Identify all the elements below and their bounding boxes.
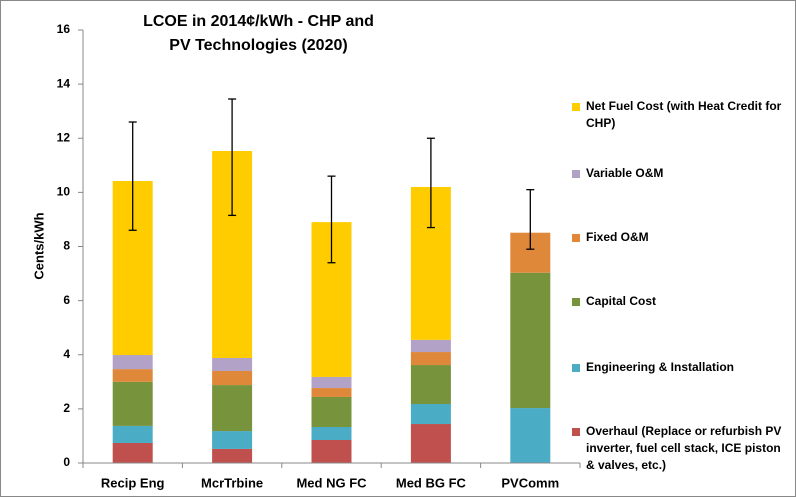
bar-segment (410, 339, 451, 353)
x-tick-label: Recip Eng (101, 475, 165, 490)
y-tick-label: 12 (57, 130, 71, 144)
y-tick-label: 8 (63, 239, 70, 253)
x-tick-label: Med NG FC (296, 475, 367, 490)
legend-label: Net Fuel Cost (with Heat Credit for CHP) (586, 99, 782, 130)
bar-segment (311, 427, 352, 440)
bar-segment (410, 352, 451, 366)
bar-segment (212, 370, 253, 386)
y-tick-label: 0 (63, 455, 70, 469)
bar-segment (112, 425, 153, 443)
y-tick-label: 2 (63, 401, 70, 415)
legend-swatch (572, 103, 580, 111)
bar-segment (510, 408, 551, 463)
bar-segment (311, 388, 352, 397)
legend-swatch (572, 428, 580, 436)
bar-segment (112, 442, 153, 463)
legend-label: Fixed O&M (586, 230, 649, 244)
legend-label: Capital Cost (586, 294, 657, 308)
x-tick-label: Med BG FC (396, 475, 467, 490)
legend-swatch (572, 234, 580, 242)
bar-segment (212, 357, 253, 371)
legend-swatch (572, 170, 580, 178)
legend-label: Engineering & Installation (586, 360, 735, 374)
legend-label: Variable O&M (586, 166, 664, 180)
bar-segment (410, 365, 451, 405)
bar-segment (510, 272, 551, 409)
bar-segment (212, 385, 253, 432)
y-axis-label: Cents/kWh (31, 212, 46, 279)
bar-segment (311, 376, 352, 389)
chart-title: LCOE in 2014¢/kWh - CHP and PV Technolog… (143, 13, 374, 54)
bar-segment (112, 381, 153, 426)
bar-segment (112, 355, 153, 370)
x-tick-label: McrTrbine (201, 475, 263, 490)
bar-segment (212, 431, 253, 449)
legend-swatch (572, 364, 580, 372)
y-tick-label: 10 (57, 185, 71, 199)
y-tick-label: 16 (57, 22, 71, 36)
y-tick-label: 4 (63, 347, 70, 361)
legend-swatch (572, 298, 580, 306)
bar-segment (311, 396, 352, 428)
bar-segment (410, 404, 451, 425)
bar-segment (311, 439, 352, 463)
y-tick-label: 6 (63, 293, 70, 307)
legend-label: Overhaul (Replace or refurbish PV invert… (586, 424, 782, 472)
bar-segment (212, 448, 253, 463)
bar-segment (410, 424, 451, 463)
x-tick-label: PVComm (501, 475, 559, 490)
y-tick-label: 14 (57, 76, 71, 90)
bar-segment (112, 369, 153, 382)
